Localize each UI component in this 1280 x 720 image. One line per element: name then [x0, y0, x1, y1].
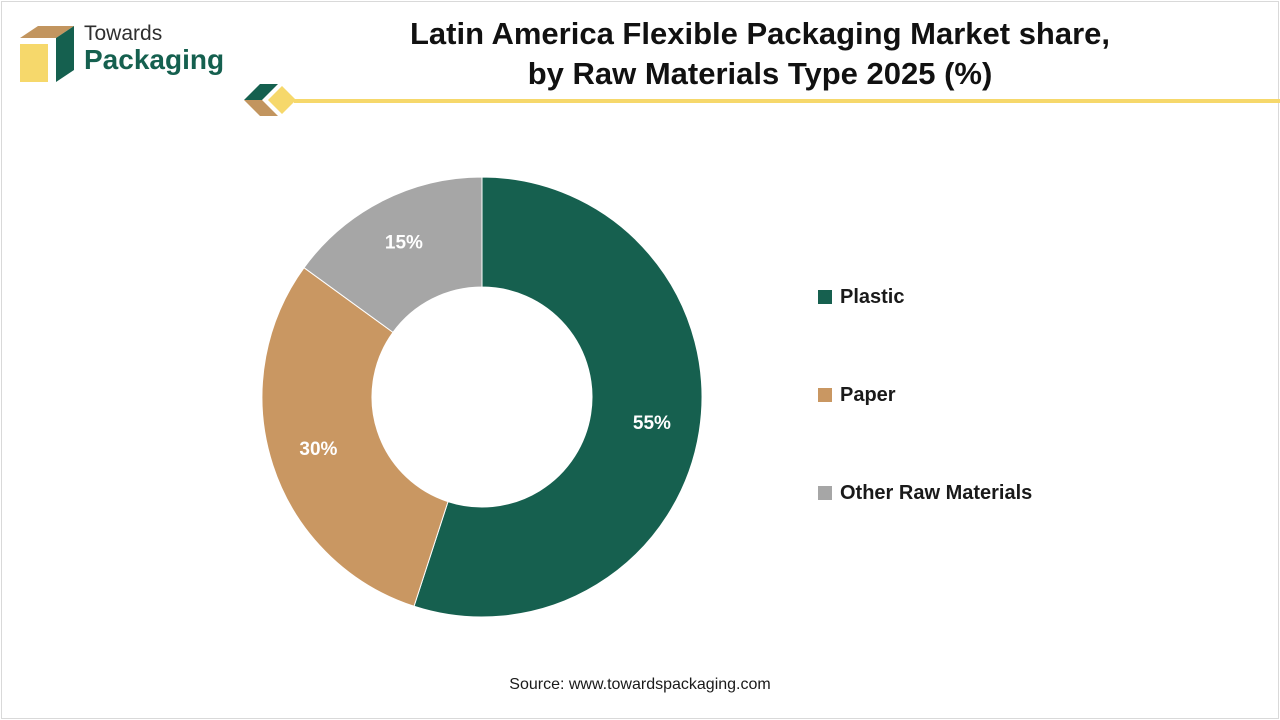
legend-swatch-paper [818, 388, 832, 402]
data-label-plastic: 55% [633, 413, 671, 434]
legend-label-plastic: Plastic [840, 285, 905, 308]
brand-name-bottom: Packaging [84, 44, 225, 75]
donut-slice-paper [261, 266, 449, 607]
chart-title: Latin America Flexible Packaging Market … [290, 14, 1230, 94]
source-note: Source: www.towardspackaging.com [509, 676, 771, 693]
legend-label-paper: Paper [840, 383, 896, 406]
donut-slice-other-raw-materials [303, 176, 483, 334]
data-label-other-raw-materials: 15% [385, 233, 423, 254]
legend-item-other-raw-materials: Other Raw Materials [818, 480, 1032, 506]
legend-label-other-raw-materials: Other Raw Materials [840, 481, 1033, 504]
brand-logo: Towards Packaging [18, 20, 238, 82]
donut-slice-plastic [413, 176, 703, 618]
legend-item-paper: Paper [818, 382, 896, 408]
chart-title-line-2: by Raw Materials Type 2025 (%) [527, 56, 993, 91]
legend-swatch-other-raw-materials [818, 486, 832, 500]
title-underline-decoration [244, 84, 1280, 116]
brand-name-top: Towards [84, 22, 163, 45]
legend-swatch-plastic [818, 290, 832, 304]
legend-item-plastic: Plastic [818, 284, 904, 310]
chart-title-line-1: Latin America Flexible Packaging Market … [409, 16, 1111, 51]
box-logo-icon [20, 26, 74, 82]
data-label-paper: 30% [299, 439, 337, 460]
